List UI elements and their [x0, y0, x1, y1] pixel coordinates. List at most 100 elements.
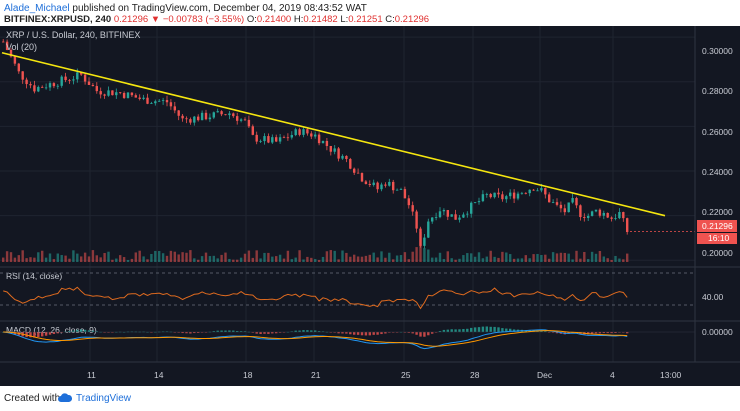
- publisher-line: Alade_Michael published on TradingView.c…: [4, 3, 367, 14]
- chart-area[interactable]: XRP / U.S. Dollar, 240, BITFINEX Vol (20…: [0, 26, 740, 386]
- close-value: 0.21296: [394, 14, 430, 25]
- volume-bar: [407, 259, 410, 262]
- candle-body: [76, 72, 79, 80]
- candle-body: [380, 184, 383, 190]
- candle-body: [516, 193, 520, 199]
- macd-histogram-bar: [427, 332, 430, 336]
- macd-histogram-bar: [470, 327, 473, 332]
- candle-body: [95, 86, 98, 92]
- candles: [2, 39, 695, 249]
- volume-bar: [481, 258, 485, 262]
- macd-histogram-bar: [509, 328, 512, 332]
- macd-histogram-bar: [590, 332, 594, 334]
- volume-bar: [544, 254, 547, 262]
- macd-histogram-bar: [512, 329, 516, 332]
- macd-histogram-bar: [37, 332, 40, 338]
- macd-histogram-bar: [76, 329, 79, 332]
- candle-body: [329, 145, 332, 152]
- price-chart[interactable]: XRP / U.S. Dollar, 240, BITFINEX Vol (20…: [0, 26, 740, 386]
- candle-body: [177, 110, 180, 116]
- volume-bar: [555, 253, 559, 262]
- publisher-username[interactable]: Alade_Michael: [4, 3, 70, 14]
- macd-histogram-bar: [626, 332, 629, 334]
- macd-histogram-bar: [80, 329, 83, 332]
- macd-histogram-bar: [56, 332, 59, 334]
- volume-bar: [243, 253, 247, 262]
- candle-body: [395, 189, 399, 191]
- candle-body: [610, 217, 613, 219]
- price-tick: 0.22000: [702, 207, 733, 217]
- candle-body: [158, 100, 161, 102]
- volume-bar: [185, 252, 188, 262]
- candle-body: [473, 202, 477, 203]
- candle-body: [466, 213, 469, 215]
- candle-body: [64, 76, 67, 81]
- macd-histogram-bar: [485, 326, 488, 332]
- candle-body: [563, 208, 566, 213]
- price-axis[interactable]: 0.30000 0.28000 0.26000 0.24000 0.22000 …: [702, 46, 733, 258]
- volume-bar: [150, 253, 153, 262]
- candle-body: [485, 194, 488, 195]
- tradingview-brand-link[interactable]: TradingView: [76, 393, 132, 404]
- volume-bar: [524, 255, 527, 262]
- volume-bar: [138, 250, 141, 262]
- macd-histogram-bar: [442, 329, 446, 332]
- macd-histogram-bar: [368, 332, 371, 336]
- macd-histogram-bar: [388, 332, 391, 333]
- high-label: H:: [293, 14, 304, 25]
- rsi-line: [3, 286, 628, 310]
- macd-histogram-bar: [598, 332, 602, 334]
- price-tick: 0.20000: [702, 248, 733, 258]
- candle-body: [68, 80, 71, 81]
- candle-body: [337, 148, 340, 159]
- macd-signal-line: [3, 330, 628, 347]
- macd-histogram-bar: [364, 332, 368, 336]
- volume-bar: [76, 253, 79, 262]
- time-axis[interactable]: 11 14 18 21 25 28 Dec 4 13:00: [87, 370, 682, 380]
- candle-body: [197, 116, 200, 121]
- macd-histogram-bar: [481, 326, 485, 332]
- volume-bar: [161, 253, 165, 262]
- volume-bar: [60, 255, 63, 262]
- candle-body: [583, 217, 586, 218]
- volume-bar: [579, 258, 582, 262]
- candle-body: [450, 214, 453, 217]
- macd-histogram-bar: [251, 332, 254, 333]
- candle-body: [419, 228, 422, 246]
- volume-bar: [493, 256, 496, 262]
- volume-bar: [411, 251, 414, 262]
- macd-histogram-bar: [407, 332, 410, 333]
- volume-bar: [583, 251, 586, 262]
- candle-body: [493, 192, 496, 198]
- volume-bar: [216, 258, 219, 262]
- volume-bar: [44, 257, 48, 262]
- candle-body: [544, 188, 547, 195]
- volume-bar: [442, 259, 446, 262]
- candle-body: [567, 202, 570, 213]
- volume-bar: [466, 253, 469, 262]
- candle-body: [138, 97, 141, 99]
- candle-body: [333, 148, 336, 152]
- published-text: published on TradingView.com, December 0…: [72, 3, 367, 14]
- candle-body: [169, 102, 173, 107]
- time-tick: 14: [154, 370, 164, 380]
- volume-bar: [103, 253, 106, 262]
- candle-body: [259, 141, 262, 142]
- volume-bar: [68, 258, 71, 262]
- candle-body: [579, 205, 582, 218]
- macd-histogram-bar: [83, 329, 87, 332]
- candle-body: [360, 173, 364, 182]
- volume-bar: [333, 250, 336, 262]
- volume-bar: [528, 258, 531, 262]
- volume-bar: [356, 256, 360, 262]
- candle-body: [477, 201, 481, 203]
- volume-bar: [380, 251, 383, 262]
- macd-histogram-bar: [594, 332, 598, 334]
- volume-bar: [317, 259, 321, 262]
- candle-body: [392, 181, 395, 191]
- descending-trendline[interactable]: [1, 52, 666, 217]
- macd-histogram-bar: [29, 332, 32, 338]
- chart-title: XRP / U.S. Dollar, 240, BITFINEX: [6, 30, 140, 40]
- macd-histogram-bar: [431, 332, 434, 334]
- candle-body: [185, 118, 188, 120]
